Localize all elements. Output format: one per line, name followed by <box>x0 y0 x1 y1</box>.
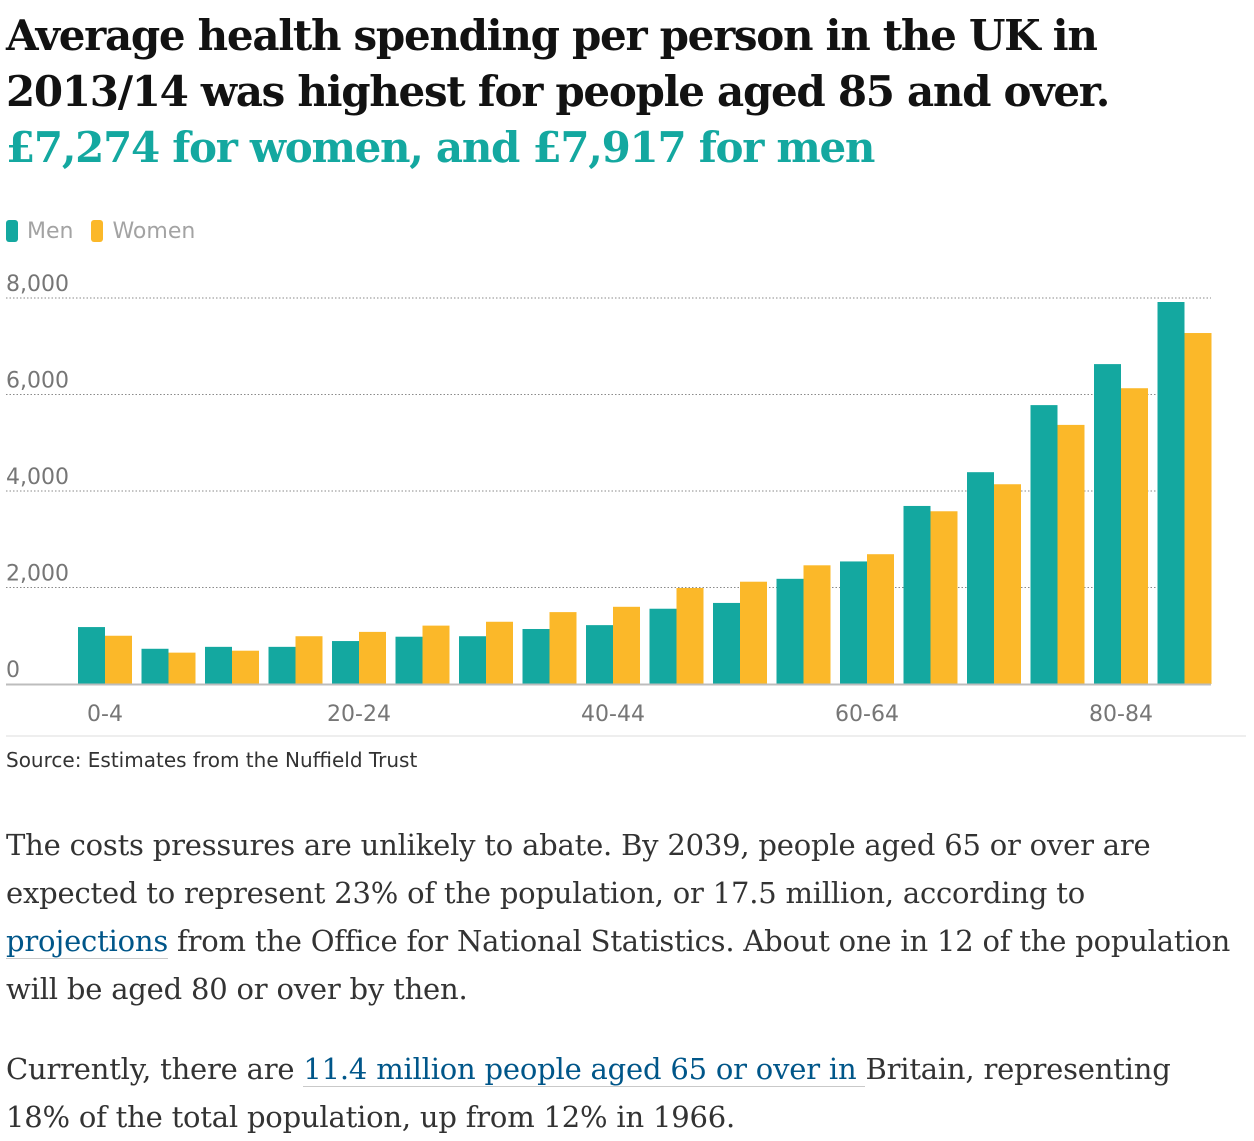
bar-men-55-59 <box>776 578 804 684</box>
paragraph-2-text-after: Britain, representing 18% of the total p… <box>6 1052 1171 1134</box>
y-tick-label: 8,000 <box>6 272 69 297</box>
headline: Average health spending per person in th… <box>6 8 1246 176</box>
bar-men-85+ <box>1157 302 1185 684</box>
chart-source: Source: Estimates from the Nuffield Trus… <box>6 748 418 772</box>
legend-label-men: Men <box>27 218 74 244</box>
bar-women-35-39 <box>549 612 577 684</box>
bar-men-75-79 <box>1030 405 1058 684</box>
projections-link[interactable]: projections <box>6 924 169 959</box>
chart-legend: Men Women <box>6 216 213 246</box>
paragraph-2: Currently, there are 11.4 million people… <box>6 1045 1236 1141</box>
bar-men-50-54 <box>713 602 740 684</box>
paragraph-1-text-after: from the Office for National Statistics.… <box>6 924 1231 1006</box>
bar-women-15-19 <box>295 636 323 684</box>
y-tick-label: 6,000 <box>6 369 69 394</box>
headline-line-2: 2013/14 was highest for people aged 85 a… <box>6 67 1110 116</box>
bar-men-5-9 <box>141 648 169 684</box>
bar-men-0-4 <box>78 627 105 684</box>
bar-men-65-69 <box>903 505 931 684</box>
bar-men-80-84 <box>1094 364 1121 684</box>
bar-women-75-79 <box>1057 424 1085 684</box>
x-tick-label: 80-84 <box>1089 702 1153 727</box>
population-link[interactable]: 11.4 million people aged 65 or over in <box>303 1052 866 1087</box>
bar-women-5-9 <box>168 652 196 684</box>
y-tick-label: 2,000 <box>6 562 69 587</box>
bar-women-65-69 <box>930 511 958 684</box>
legend-label-women: Women <box>112 218 196 244</box>
bar-women-0-4 <box>105 635 132 684</box>
bar-men-20-24 <box>332 641 359 684</box>
y-tick-label: 4,000 <box>6 465 69 490</box>
legend-item-women: Women <box>91 219 195 244</box>
bar-women-60-64 <box>867 554 894 684</box>
bar-women-10-14 <box>232 650 259 684</box>
bar-men-60-64 <box>840 561 867 684</box>
bar-women-25-29 <box>422 625 450 684</box>
bar-women-50-54 <box>740 581 767 684</box>
paragraph-1: The costs pressures are unlikely to abat… <box>6 821 1236 1013</box>
headline-line-1: Average health spending per person in th… <box>6 11 1098 60</box>
bar-women-45-49 <box>676 587 704 684</box>
x-tick-label: 0-4 <box>87 702 123 727</box>
bar-men-40-44 <box>586 625 613 684</box>
bar-women-55-59 <box>803 565 831 684</box>
x-tick-label: 20-24 <box>327 702 391 727</box>
bar-women-70-74 <box>994 484 1021 684</box>
paragraph-1-text-before: The costs pressures are unlikely to abat… <box>6 828 1151 910</box>
bar-men-70-74 <box>967 472 994 684</box>
legend-swatch-men <box>6 220 18 242</box>
y-tick-label: 0 <box>6 658 20 683</box>
paragraph-2-text-before: Currently, there are <box>6 1052 304 1086</box>
legend-item-men: Men <box>6 219 73 244</box>
x-tick-label: 60-64 <box>835 702 899 727</box>
bar-men-25-29 <box>395 636 423 684</box>
headline-accent: £7,274 for women, and £7,917 for men <box>6 123 875 172</box>
x-tick-label: 40-44 <box>581 702 645 727</box>
bar-men-15-19 <box>268 646 296 684</box>
bar-women-30-34 <box>486 621 513 684</box>
bar-chart: 0 2,000 4,000 6,000 8,000 0-4 20-24 40-44 60-64 8… <box>6 272 1246 737</box>
bar-men-35-39 <box>522 628 550 684</box>
bar-men-10-14 <box>205 646 232 684</box>
bar-women-80-84 <box>1121 388 1148 684</box>
bar-men-30-34 <box>459 636 486 684</box>
legend-swatch-women <box>91 220 104 242</box>
bar-men-45-49 <box>649 608 677 684</box>
bar-women-20-24 <box>359 631 386 684</box>
bar-women-85+ <box>1184 333 1212 684</box>
bar-women-40-44 <box>613 606 640 684</box>
